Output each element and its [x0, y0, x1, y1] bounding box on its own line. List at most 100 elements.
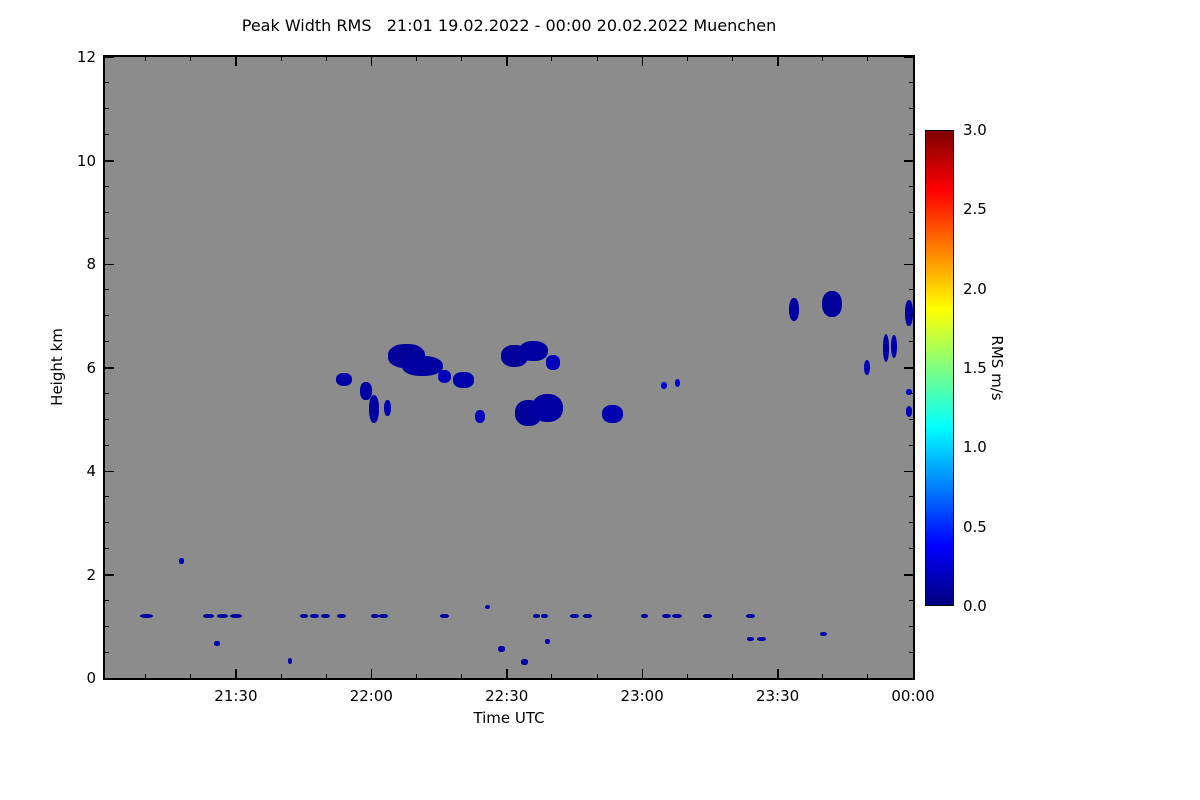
data-patch [747, 637, 754, 642]
axis-tick [280, 674, 282, 678]
data-patch [641, 613, 649, 618]
axis-tick [105, 185, 109, 187]
data-patch [230, 613, 242, 618]
axis-tick [415, 674, 417, 678]
axis-tick [461, 674, 463, 678]
colorbar-tick-label: 0.0 [963, 597, 987, 615]
axis-tick [105, 522, 109, 524]
data-patch [545, 639, 550, 645]
axis-tick [506, 669, 508, 678]
axis-tick [415, 57, 417, 61]
data-patch [379, 613, 388, 618]
axis-tick [867, 674, 869, 678]
data-patch [485, 605, 491, 610]
axis-tick [686, 57, 688, 61]
axis-tick [105, 418, 109, 420]
chart-title: Peak Width RMS 21:01 19.02.2022 - 00:00 … [241, 16, 777, 35]
x-tick-label: 23:30 [755, 687, 800, 705]
axis-tick [105, 677, 114, 678]
data-patch [821, 291, 842, 318]
data-patch [497, 646, 505, 652]
data-patch [337, 613, 347, 618]
colorbar-tick-label: 1.0 [963, 438, 987, 457]
axis-tick [867, 57, 869, 61]
axis-tick [551, 57, 553, 61]
data-patch [299, 613, 308, 618]
axis-tick [909, 548, 913, 550]
data-patch [531, 393, 564, 423]
data-patch [287, 658, 293, 664]
data-patch [214, 641, 220, 647]
data-patch [139, 613, 154, 618]
axis-tick [105, 289, 109, 291]
x-tick-label: 22:00 [349, 687, 393, 705]
data-patch [882, 333, 890, 363]
axis-tick [105, 160, 114, 162]
axis-tick [105, 496, 109, 498]
data-patch [533, 613, 540, 618]
axis-tick [105, 651, 109, 653]
axis-tick [909, 211, 913, 213]
y-tick-label: 10 [76, 151, 96, 170]
data-patch [371, 613, 380, 618]
data-patch [602, 405, 623, 424]
data-patch [179, 558, 184, 564]
data-patch [905, 406, 913, 417]
data-patch [541, 613, 549, 618]
axis-tick [105, 470, 114, 472]
axis-tick [551, 674, 553, 678]
colorbar-tick-label: 3.0 [963, 121, 987, 139]
data-patch [746, 613, 755, 618]
axis-tick [370, 669, 373, 678]
data-patch [402, 355, 444, 377]
data-patch [904, 300, 913, 327]
axis-tick [909, 651, 913, 653]
data-patch [203, 613, 215, 618]
data-patch [756, 637, 766, 642]
axis-tick [909, 341, 913, 343]
axis-tick [105, 315, 109, 317]
data-patch [383, 400, 392, 416]
data-patch [309, 613, 319, 618]
data-patch [583, 613, 593, 618]
axis-tick [909, 108, 913, 110]
axis-tick [912, 669, 913, 678]
plot-area [103, 55, 915, 680]
axis-tick [686, 674, 688, 678]
data-patch [661, 381, 667, 390]
x-tick-label: 21:30 [214, 687, 258, 705]
axis-tick [904, 677, 913, 678]
axis-tick [105, 211, 109, 213]
axis-tick [105, 367, 114, 369]
axis-tick [822, 57, 824, 61]
data-patch [474, 410, 485, 424]
colorbar-tick-label: 2.0 [963, 279, 987, 298]
axis-tick [909, 418, 913, 420]
axis-tick [105, 548, 109, 550]
axis-tick [105, 82, 109, 84]
axis-tick [325, 57, 327, 61]
axis-tick [822, 674, 824, 678]
colorbar-tick-label: 0.5 [963, 517, 987, 536]
axis-tick [731, 674, 733, 678]
colorbar [925, 130, 954, 606]
axis-tick [105, 574, 114, 576]
axis-tick [105, 134, 109, 136]
axis-tick [190, 57, 192, 61]
data-patch [368, 394, 380, 424]
axis-tick [909, 134, 913, 136]
axis-tick [105, 108, 109, 110]
data-patch [453, 372, 474, 388]
data-patch [906, 389, 912, 396]
axis-tick [235, 669, 237, 678]
y-tick-label: 8 [86, 255, 96, 273]
data-patch [672, 613, 683, 618]
axis-tick [909, 237, 913, 239]
axis-tick [909, 315, 913, 317]
axis-tick [370, 57, 373, 66]
axis-tick [904, 263, 913, 265]
data-patch [820, 631, 827, 637]
x-tick-label: 23:00 [620, 687, 664, 705]
y-tick-label: 6 [86, 358, 96, 377]
